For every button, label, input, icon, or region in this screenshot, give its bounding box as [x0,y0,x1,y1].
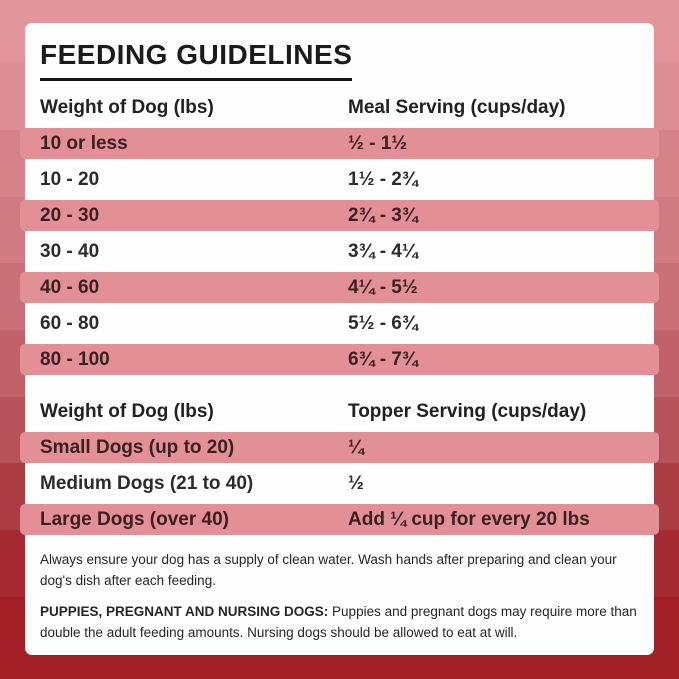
weight-cell: Large Dogs (over 40) [40,508,229,530]
serving-cell: ½ - 1½ [348,132,408,154]
weight-cell: 80 - 100 [40,348,110,370]
weight-cell: 60 - 80 [40,312,100,334]
serving-cell: Add ¼ cup for every 20 lbs [348,508,590,530]
table-row: 30 - 40 3¾ - 4¼ [40,236,639,267]
table-row: 20 - 30 2¾ - 3¾ [20,200,659,231]
puppies-note-label: PUPPIES, PREGNANT AND NURSING DOGS: [40,604,329,619]
table-row: 40 - 60 4¼ - 5½ [20,272,659,303]
table-row: Large Dogs (over 40) Add ¼ cup for every… [20,504,659,535]
weight-cell: 30 - 40 [40,240,100,262]
weight-cell: Medium Dogs (21 to 40) [40,472,254,494]
table-row: 80 - 100 6¾ - 7¾ [20,344,659,375]
weight-cell: 10 - 20 [40,168,100,190]
meal-col1-header: Weight of Dog (lbs) [40,97,214,118]
puppies-note-text: Puppies and pregnant dogs may require mo… [40,604,637,640]
weight-cell: 20 - 30 [40,204,100,226]
page-title: FEEDING GUIDELINES [40,39,353,81]
serving-cell: 1½ - 2¾ [348,168,418,190]
meal-col2-header: Meal Serving (cups/day) [348,97,566,118]
table-row: 10 - 20 1½ - 2¾ [40,164,639,195]
weight-cell: Small Dogs (up to 20) [40,436,235,458]
table-row: 10 or less ½ - 1½ [20,128,659,159]
table-row: Small Dogs (up to 20) ¼ [20,432,659,463]
meal-table-header: Weight of Dog (lbs) Meal Serving (cups/d… [40,93,639,123]
serving-cell: 2¾ - 3¾ [348,204,418,226]
serving-cell: 4¼ - 5½ [348,276,418,298]
serving-cell: ¼ [348,436,364,458]
weight-cell: 10 or less [40,132,128,154]
table-row: Medium Dogs (21 to 40) ½ [40,468,639,499]
serving-cell: 6¾ - 7¾ [348,348,418,370]
water-note: Always ensure your dog has a supply of c… [40,552,617,588]
topper-col1-header: Weight of Dog (lbs) [40,401,214,422]
serving-cell: 5½ - 6¾ [348,312,418,334]
weight-cell: 40 - 60 [40,276,100,298]
feeding-guidelines-card: FEEDING GUIDELINES Weight of Dog (lbs) M… [20,23,659,655]
serving-cell: ½ [348,472,364,494]
topper-col2-header: Topper Serving (cups/day) [348,401,587,422]
topper-table-header: Weight of Dog (lbs) Topper Serving (cups… [40,397,639,427]
puppies-note: PUPPIES, PREGNANT AND NURSING DOGS: Pupp… [40,601,639,643]
serving-cell: 3¾ - 4¼ [348,240,418,262]
table-row: 60 - 80 5½ - 6¾ [40,308,639,339]
